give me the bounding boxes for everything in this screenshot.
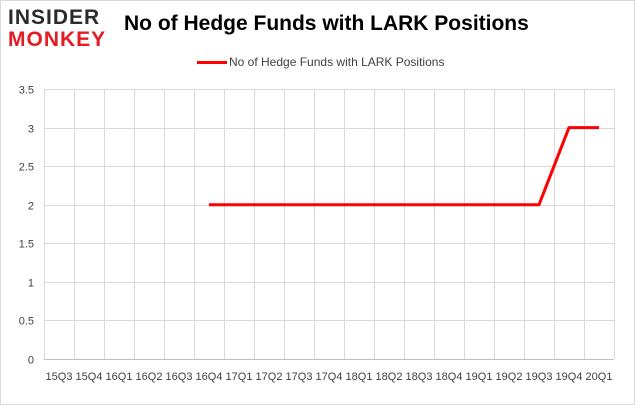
y-tick-label-4: 2 — [28, 201, 34, 213]
x-tick-label-17Q3: 17Q3 — [286, 371, 313, 383]
x-tick-label-17Q4: 17Q4 — [316, 371, 343, 383]
legend-label: No of Hedge Funds with LARK Positions — [229, 55, 445, 69]
y-tick-label-1: 0.5 — [19, 316, 34, 328]
x-tick-label-16Q3: 16Q3 — [166, 371, 193, 383]
x-tick-label-18Q2: 18Q2 — [376, 371, 403, 383]
y-tick-label-7: 3.5 — [19, 85, 34, 97]
x-tick-label-16Q1: 16Q1 — [106, 371, 133, 383]
x-tick-label-19Q3: 19Q3 — [526, 371, 553, 383]
series-lines — [208, 126, 600, 207]
x-tick-label-15Q4: 15Q4 — [76, 371, 103, 383]
series-line-0 — [209, 126, 599, 207]
y-tick-labels: 0 0.5 1 1.5 2 2.5 3 3.5 — [19, 85, 34, 367]
x-tick-label-17Q2: 17Q2 — [256, 371, 283, 383]
legend-swatch — [197, 60, 227, 64]
insider-monkey-logo: INSIDER MONKEY — [8, 6, 116, 51]
y-tick-label-3: 1.5 — [19, 239, 34, 251]
y-tick-label-0: 0 — [28, 355, 34, 367]
x-tick-label-18Q1: 18Q1 — [346, 371, 373, 383]
x-tick-label-16Q4: 16Q4 — [196, 371, 223, 383]
y-tick-label-5: 2.5 — [19, 162, 34, 174]
logo-text-insider: INSIDER — [8, 6, 101, 29]
chart-legend: No of Hedge Funds with LARK Positions — [197, 54, 444, 70]
x-tick-label-16Q2: 16Q2 — [136, 371, 163, 383]
y-tick-label-2: 1 — [28, 278, 34, 290]
x-tick-label-18Q4: 18Q4 — [436, 371, 463, 383]
x-tick-label-19Q4: 19Q4 — [556, 371, 583, 383]
x-tick-label-19Q1: 19Q1 — [466, 371, 493, 383]
chart-title: No of Hedge Funds with LARK Positions — [124, 12, 529, 35]
x-tick-labels: 15Q3 15Q4 16Q1 16Q2 16Q3 16Q4 17Q1 17Q2 17Q3 17Q4… — [46, 371, 613, 383]
logo-text-monkey: MONKEY — [8, 28, 107, 51]
x-tick-label-19Q2: 19Q2 — [496, 371, 523, 383]
x-tick-label-20Q1: 20Q1 — [586, 371, 613, 383]
x-tick-label-18Q3: 18Q3 — [406, 371, 433, 383]
x-tick-label-15Q3: 15Q3 — [46, 371, 73, 383]
grid-lines — [44, 89, 615, 360]
y-tick-label-6: 3 — [28, 124, 34, 136]
x-tick-label-17Q1: 17Q1 — [226, 371, 253, 383]
